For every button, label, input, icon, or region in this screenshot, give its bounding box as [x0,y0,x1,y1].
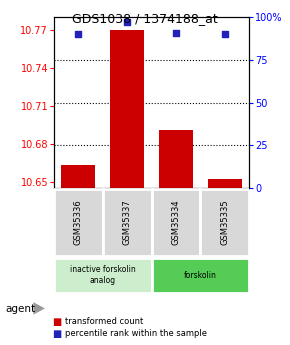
Text: GSM35336: GSM35336 [74,200,83,245]
Bar [110,30,144,188]
Bar [103,189,151,256]
Bar [200,189,249,256]
Text: transformed count: transformed count [65,317,144,326]
Point [125,20,129,25]
Text: inactive forskolin
analog: inactive forskolin analog [70,265,135,285]
Bar [159,130,193,188]
Point [223,31,227,37]
Point [174,30,178,36]
Bar [208,179,242,188]
Text: forskolin: forskolin [184,270,217,280]
Text: GDS1038 / 1374188_at: GDS1038 / 1374188_at [72,12,218,25]
Point [76,31,80,37]
Bar [54,189,103,256]
Text: percentile rank within the sample: percentile rank within the sample [65,329,207,338]
Polygon shape [33,302,45,315]
Bar [151,258,249,293]
Text: GSM35334: GSM35334 [171,200,180,245]
Bar [61,165,95,188]
Text: GSM35335: GSM35335 [220,200,229,245]
Bar [54,258,151,293]
Text: ■: ■ [52,329,61,338]
Bar [151,189,200,256]
Text: ■: ■ [52,317,61,327]
Text: agent: agent [6,304,36,314]
Text: GSM35337: GSM35337 [123,200,132,245]
